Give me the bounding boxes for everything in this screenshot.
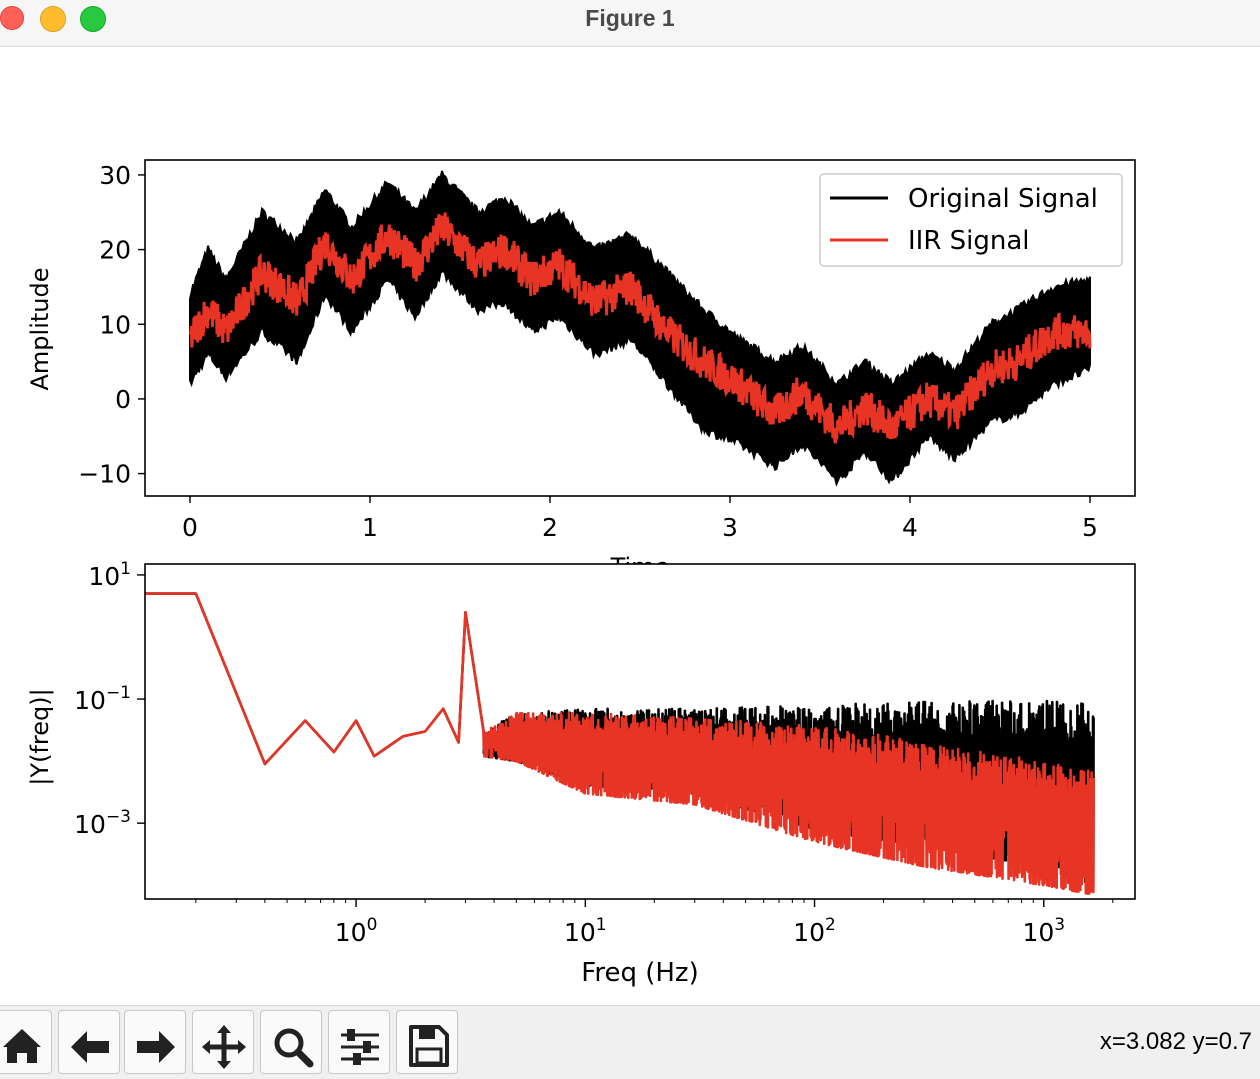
legend-label-iir: IIR Signal [908,226,1030,256]
pan-move-icon [202,1025,246,1069]
save-figure-button[interactable] [396,1010,458,1074]
freq-ytick-label: 10−1 [74,683,131,715]
zoom-magnifier-icon [274,1028,314,1068]
time-xtick-label: 0 [182,513,198,542]
time-xtick-label: 3 [722,513,738,542]
freq-ylabel: |Y(freq)| [26,688,54,785]
time-ytick-label: 0 [115,385,131,414]
time-xtick-label: 5 [1082,513,1098,542]
frequency-domain-axes: 100 101 102 103 101 10−1 10−3 |Y(freq)| Freq (… [26,559,1136,988]
freq-xtick-label: 100 [335,915,378,947]
window-titlebar: Figure 1 [0,0,1260,47]
time-ytick-label: 30 [99,161,131,190]
freq-xtick-label: 102 [793,915,836,947]
freq-xtick-label: 101 [564,915,607,947]
legend-box [819,173,1123,267]
iir-signal-series [189,212,1092,444]
back-arrow-icon [71,1031,109,1063]
pan-button[interactable] [192,1010,254,1074]
forward-button[interactable] [124,1010,186,1074]
time-xtick-label: 1 [362,513,378,542]
iir-spectrum-series [145,592,1095,895]
time-axes-frame [144,159,1136,497]
time-xtick-label: 2 [542,513,558,542]
legend-label-original: Original Signal [908,184,1098,214]
freq-xlabel: Freq (Hz) [581,958,698,988]
time-ytick-label: −10 [78,460,131,489]
legend: Original Signal IIR Signal [819,173,1123,267]
subplots-sliders-icon [341,1029,379,1065]
close-window-button[interactable] [0,6,24,30]
home-button[interactable] [0,1010,52,1074]
back-button[interactable] [58,1010,120,1074]
minimize-window-button[interactable] [40,6,66,32]
freq-ytick-label: 10−3 [74,807,131,839]
time-xtick-label: 4 [902,513,918,542]
home-icon [3,1029,41,1063]
time-ytick-label: 20 [99,236,131,265]
zoom-window-button[interactable] [80,6,106,32]
time-ytick-label: 10 [99,310,131,339]
zoom-button[interactable] [260,1010,322,1074]
save-floppy-icon [409,1025,449,1067]
window-title: Figure 1 [585,5,675,31]
configure-subplots-button[interactable] [328,1010,390,1074]
navigation-toolbar: x=3.082 y=0.7 [0,1005,1260,1079]
freq-ytick-label: 101 [88,559,131,591]
freq-axes-frame [144,563,1136,900]
time-ylabel: Amplitude [26,268,54,391]
cursor-coordinates: x=3.082 y=0.7 [1099,1028,1252,1055]
forward-arrow-icon [137,1031,175,1063]
freq-xtick-label: 103 [1022,915,1065,947]
